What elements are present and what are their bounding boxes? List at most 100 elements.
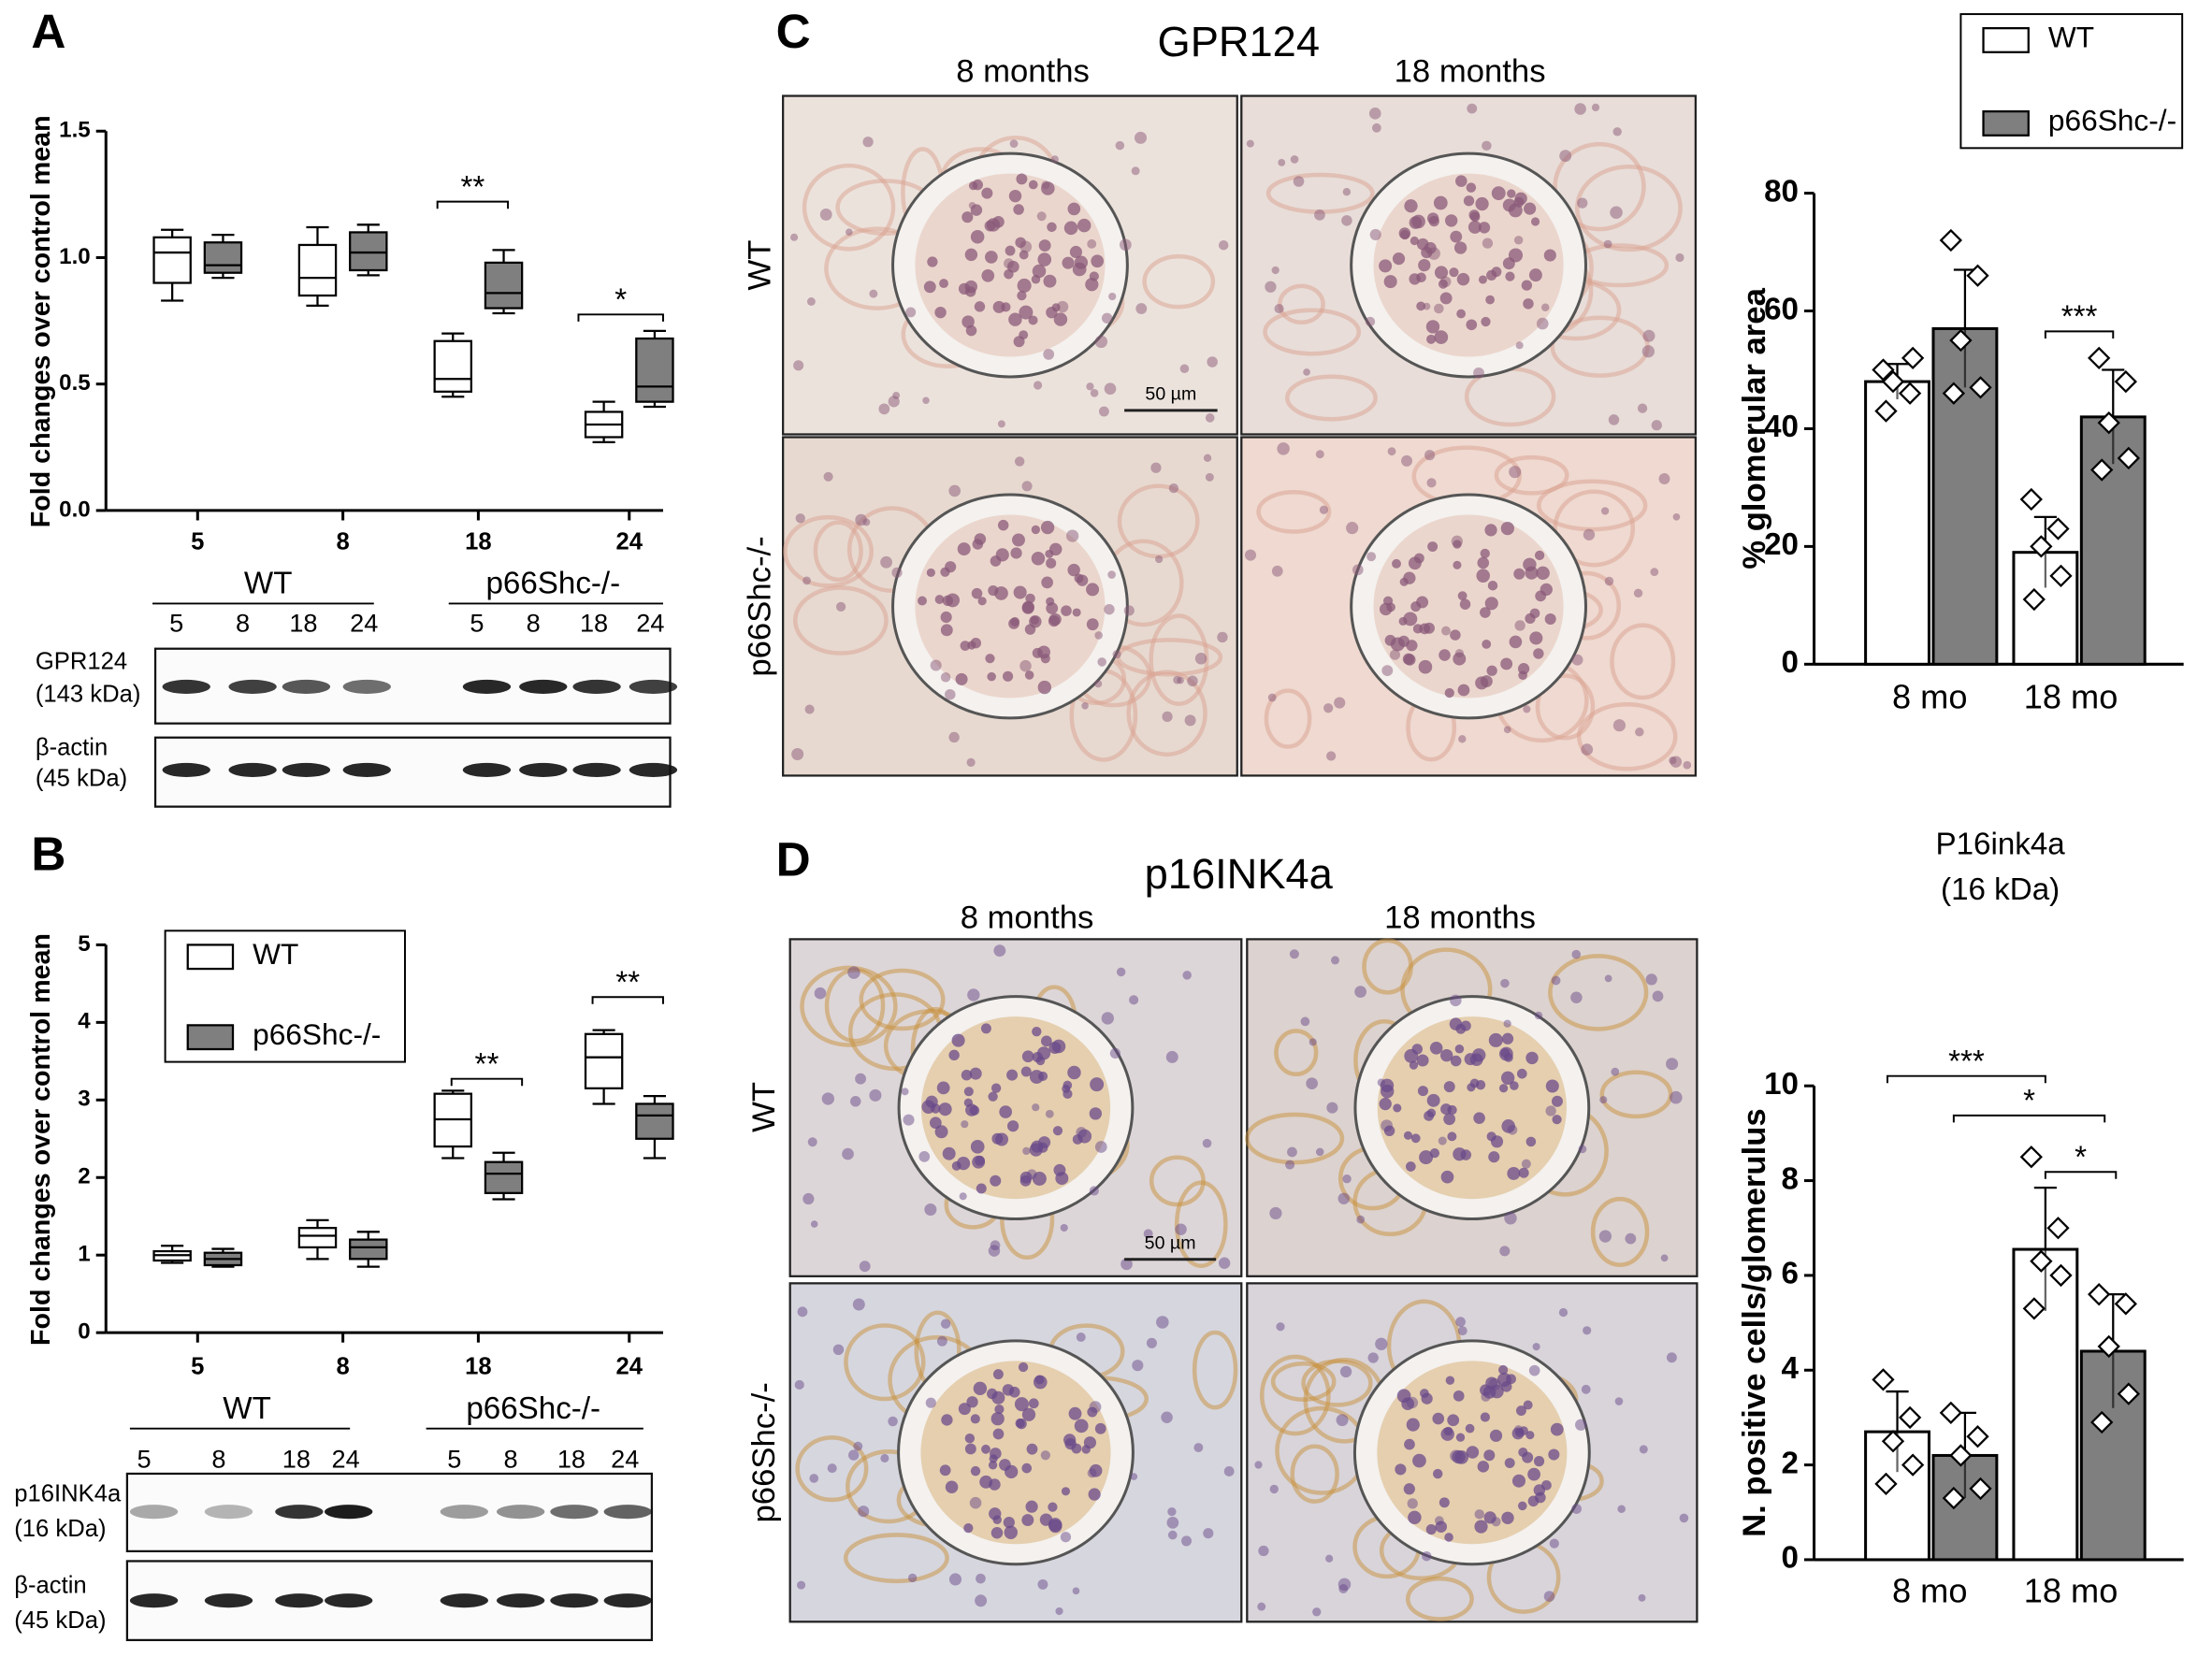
nucleus [1478,275,1487,284]
band [342,679,391,694]
nucleus [1392,558,1401,569]
nucleus [1013,585,1027,599]
nucleus [1433,195,1448,210]
significance-bracket [2044,330,2115,339]
y-tick-label: 1 [78,1242,90,1267]
nucleus [797,1580,806,1590]
nucleus [1478,222,1491,234]
band [204,1593,253,1608]
nucleus [1488,1377,1501,1390]
nucleus [948,1573,962,1586]
nucleus [1187,675,1198,687]
nucleus [1600,507,1610,515]
band [162,679,210,694]
nucleus [1410,1133,1421,1144]
nucleus [1257,1602,1266,1611]
nucleus [1293,176,1305,187]
nucleus [1276,1322,1285,1332]
nucleus [1285,1160,1295,1170]
nucleus [918,596,927,606]
nucleus [981,187,993,199]
data-point [2088,346,2111,370]
nucleus [1379,602,1393,616]
nucleus [901,1088,909,1096]
x-tick-label: 8 mo [1892,1572,1967,1610]
nucleus [990,1526,1004,1539]
data-point [2030,535,2053,558]
nucleus [970,1465,981,1477]
tubule [813,520,863,583]
nucleus [1076,574,1089,586]
data-point [1901,346,1925,370]
nucleus [1518,670,1527,680]
nucleus [1067,1065,1081,1080]
nucleus [1046,557,1057,569]
nucleus [1033,1375,1048,1390]
nucleus [1032,1026,1042,1037]
nucleus [945,688,956,700]
scale-bar-label: 50 µm [1145,1232,1196,1253]
nucleus [1473,1112,1485,1124]
nucleus [1063,1088,1073,1099]
data-point [2030,1249,2053,1273]
nucleus [1371,122,1381,133]
nucleus [790,233,799,241]
nucleus [1683,760,1692,770]
nucleus [955,672,968,685]
nucleus [1167,1530,1178,1540]
y-tick-label: 0 [1782,1541,1799,1576]
nucleus [1048,542,1063,556]
nucleus [960,641,971,651]
nucleus [1523,1400,1533,1410]
nucleus [1403,1131,1413,1140]
nucleus [1406,1396,1419,1409]
tubule [1259,1354,1331,1436]
nucleus [1008,618,1019,629]
nucleus [1507,1166,1521,1180]
nucleus [1032,264,1047,279]
nucleus [1048,615,1060,627]
nucleus [1440,1048,1453,1062]
x-tick-label: 5 [191,1354,204,1380]
nucleus [1550,1422,1564,1436]
nucleus [1045,1109,1054,1118]
nucleus [922,396,930,405]
nucleus [845,228,853,237]
nucleus [1387,447,1396,456]
row-label: p16INK4a [14,1480,122,1506]
nucleus [1514,192,1527,206]
nucleus [988,1091,998,1102]
nucleus [1392,252,1406,266]
nucleus [852,1298,865,1311]
lane-label: 24 [611,1445,639,1474]
nucleus [1315,450,1324,459]
nucleus [1500,1071,1515,1085]
nucleus [1193,1443,1204,1452]
row-label: GPR124 [36,649,127,675]
nucleus [1375,1337,1388,1350]
nucleus [1440,1170,1454,1184]
nucleus [1404,199,1418,213]
y-axis-label: Fold changes over control mean [26,115,56,527]
nucleus [1403,1483,1415,1495]
nucleus [1014,456,1025,467]
nucleus [1480,548,1490,559]
nucleus [1177,676,1184,684]
nucleus [1052,1126,1063,1136]
nucleus [1254,1461,1263,1469]
tubule [1174,1180,1228,1269]
data-point [1901,1453,1925,1477]
nucleus [1013,336,1025,348]
nucleus [1087,238,1097,249]
nucleus [1089,1186,1099,1196]
nucleus [1571,654,1583,666]
nucleus [1036,211,1047,222]
nucleus [1475,196,1489,211]
nucleus [1330,956,1340,965]
nucleus [807,1137,817,1147]
nucleus [1408,1510,1422,1525]
nucleus [806,297,816,306]
nucleus [1482,238,1494,249]
nucleus [1203,454,1212,462]
nucleus [1422,1550,1432,1562]
